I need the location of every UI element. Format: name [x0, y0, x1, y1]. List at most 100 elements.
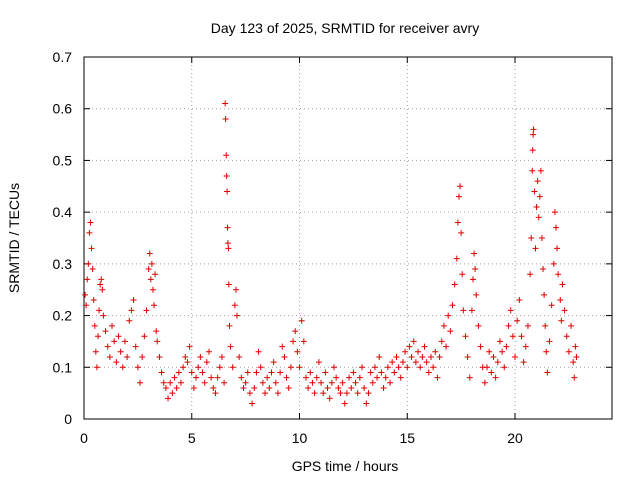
- data-point: [494, 359, 501, 366]
- x-tick-label: 10: [292, 430, 308, 446]
- data-point: [307, 369, 314, 376]
- data-point: [432, 348, 439, 355]
- data-points: [82, 100, 580, 407]
- data-point: [167, 379, 174, 386]
- data-point: [328, 379, 335, 386]
- data-point: [530, 131, 537, 138]
- data-point: [279, 343, 286, 350]
- data-point: [201, 379, 208, 386]
- data-point: [544, 369, 551, 376]
- data-point: [528, 235, 535, 241]
- data-point: [440, 322, 447, 329]
- data-point: [378, 369, 385, 376]
- data-point: [318, 379, 325, 386]
- data-point: [226, 322, 233, 329]
- data-point: [83, 302, 90, 309]
- data-point: [96, 307, 103, 314]
- data-point: [225, 245, 232, 252]
- data-point: [374, 374, 381, 381]
- data-point: [573, 353, 580, 360]
- data-point: [555, 271, 562, 278]
- data-point: [222, 100, 229, 107]
- data-point: [117, 348, 124, 355]
- data-point: [222, 116, 229, 123]
- data-point: [330, 364, 337, 371]
- data-point: [535, 214, 542, 221]
- y-tick-label: 0.4: [53, 204, 73, 220]
- data-point: [490, 353, 497, 360]
- data-point: [95, 333, 102, 340]
- y-tick-label: 0.3: [53, 256, 73, 272]
- data-point: [274, 390, 281, 397]
- data-point: [171, 374, 178, 381]
- axis-ticks: [83, 56, 612, 420]
- data-point: [285, 384, 292, 391]
- data-point: [350, 369, 357, 376]
- data-point: [134, 364, 141, 371]
- data-point: [132, 343, 139, 350]
- data-point: [376, 353, 383, 360]
- data-point: [561, 307, 568, 314]
- data-point: [557, 297, 564, 304]
- data-point: [193, 374, 200, 381]
- data-point: [419, 353, 426, 360]
- x-tick-label: 5: [188, 430, 196, 446]
- data-point: [552, 224, 559, 231]
- data-point: [367, 369, 374, 376]
- data-point: [417, 364, 424, 371]
- y-tick-label: 0.1: [53, 359, 73, 375]
- data-point: [387, 379, 394, 386]
- data-point: [464, 353, 471, 360]
- data-point: [231, 302, 238, 309]
- data-point: [356, 374, 363, 381]
- data-point: [542, 322, 549, 329]
- data-point: [427, 353, 434, 360]
- data-point: [84, 276, 91, 283]
- y-axis-label: SRMTID / TECUs: [6, 183, 22, 293]
- data-point: [503, 343, 510, 350]
- data-point: [501, 364, 508, 371]
- plot-frame: [83, 56, 613, 420]
- data-point: [459, 271, 466, 278]
- y-tick-labels: 0 0.1 0.2 0.3 0.4 0.5 0.6 0.7: [53, 49, 73, 427]
- data-point: [309, 379, 316, 386]
- data-point: [121, 338, 128, 345]
- data-point: [186, 343, 193, 350]
- data-point: [141, 333, 148, 340]
- x-tick-label: 0: [80, 430, 88, 446]
- data-point: [436, 353, 443, 360]
- data-point: [469, 276, 476, 283]
- data-point: [97, 281, 104, 288]
- data-point: [251, 384, 258, 391]
- data-point: [380, 384, 387, 391]
- data-point: [119, 364, 126, 371]
- data-point: [287, 364, 294, 371]
- data-point: [384, 364, 391, 371]
- data-point: [359, 364, 366, 371]
- data-point: [455, 193, 462, 200]
- data-point: [453, 255, 460, 262]
- data-point: [445, 312, 452, 319]
- data-point: [451, 281, 458, 288]
- data-point: [531, 188, 538, 195]
- data-point: [255, 348, 262, 355]
- data-point: [113, 359, 120, 366]
- data-point: [90, 297, 97, 304]
- data-point: [229, 364, 236, 371]
- data-point: [264, 374, 271, 381]
- data-point: [559, 281, 566, 288]
- data-point: [492, 374, 499, 381]
- data-point: [86, 229, 93, 236]
- data-point: [395, 364, 402, 371]
- data-point: [156, 353, 163, 360]
- data-point: [554, 245, 561, 252]
- data-point: [224, 188, 231, 195]
- data-point: [88, 245, 95, 252]
- x-axis-label: GPS time / hours: [292, 458, 399, 474]
- data-point: [106, 353, 113, 360]
- data-point: [315, 359, 322, 366]
- data-point: [371, 364, 378, 371]
- data-point: [305, 384, 312, 391]
- data-point: [162, 384, 169, 391]
